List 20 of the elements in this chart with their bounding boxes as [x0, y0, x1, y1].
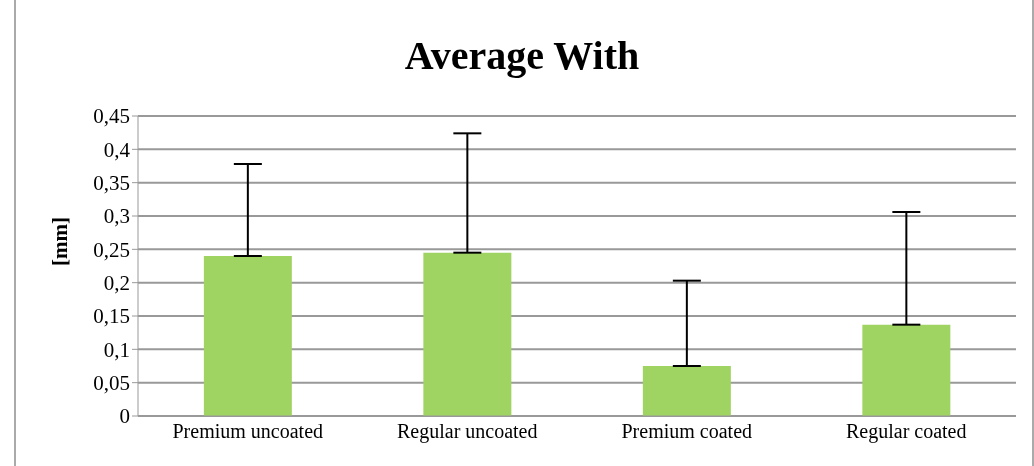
x-tick-label: Premium coated [621, 420, 753, 443]
y-tick-label: 0,4 [103, 137, 131, 162]
y-tick-label: 0,35 [93, 171, 130, 196]
y-tick-label: 0,2 [103, 271, 130, 296]
bar [423, 252, 512, 416]
bar [203, 256, 292, 416]
x-tick-label: Regular uncoated [397, 420, 538, 444]
y-axis-title: [mm] [48, 217, 73, 266]
y-tick-label: 0 [119, 404, 130, 429]
y-tick-label: 0,05 [93, 371, 130, 396]
bar [642, 366, 731, 416]
y-tick-label: 0,45 [93, 104, 130, 129]
y-tick-label: 0,25 [93, 237, 130, 262]
y-tick-label: 0,1 [103, 337, 130, 362]
x-tick-label: Regular coated [846, 420, 967, 444]
y-tick-label: 0,3 [103, 204, 130, 229]
bar [862, 324, 951, 416]
y-tick-label: 0,15 [93, 304, 130, 329]
chart-title: Average With [403, 32, 641, 79]
x-tick-label: Premium uncoated [172, 420, 324, 443]
